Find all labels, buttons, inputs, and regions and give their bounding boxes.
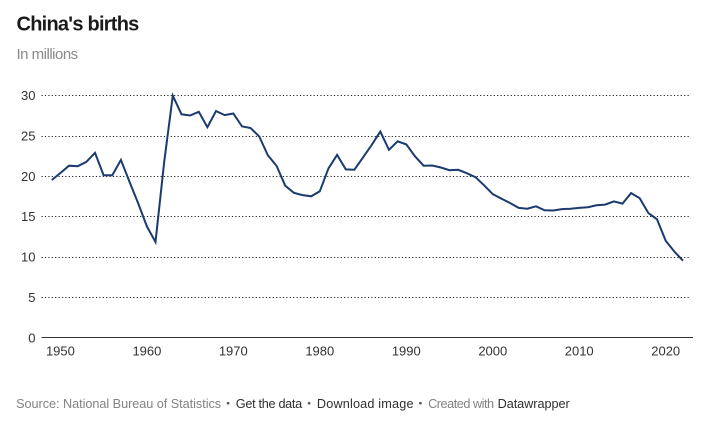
svg-text:1950: 1950 xyxy=(46,344,75,359)
svg-text:1990: 1990 xyxy=(392,344,421,359)
svg-text:In millions: In millions xyxy=(17,46,78,63)
svg-text:5: 5 xyxy=(28,290,35,305)
svg-text:Source: National Bureau of Sta: Source: National Bureau of Statistics xyxy=(16,397,221,411)
svg-text:1960: 1960 xyxy=(132,344,161,359)
svg-text:Get the data: Get the data xyxy=(236,397,303,411)
svg-text:China's births: China's births xyxy=(17,14,140,36)
svg-text:25: 25 xyxy=(21,129,35,144)
svg-text:Download image: Download image xyxy=(317,397,414,411)
svg-text:1970: 1970 xyxy=(219,344,248,359)
svg-text:Created with: Created with xyxy=(428,397,494,411)
svg-text:Datawrapper: Datawrapper xyxy=(498,397,571,411)
svg-text:2000: 2000 xyxy=(478,344,507,359)
svg-text:2010: 2010 xyxy=(565,344,594,359)
svg-text:0: 0 xyxy=(28,330,35,345)
svg-text:15: 15 xyxy=(21,209,35,224)
svg-text:1980: 1980 xyxy=(305,344,334,359)
svg-text:30: 30 xyxy=(21,88,35,103)
svg-text:10: 10 xyxy=(21,250,35,265)
svg-text:2020: 2020 xyxy=(651,344,680,359)
svg-text:20: 20 xyxy=(21,169,35,184)
